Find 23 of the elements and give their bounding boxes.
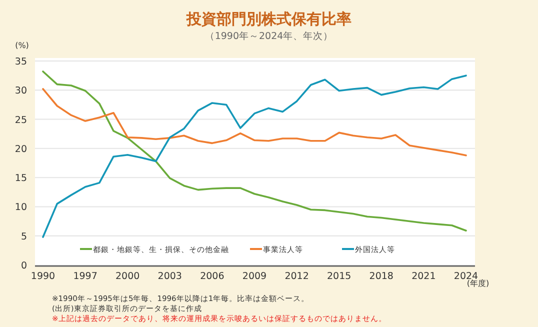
x-tick-label: 2021 — [412, 271, 436, 282]
x-tick-label: 2009 — [242, 271, 267, 282]
y-tick-label: 30 — [14, 86, 27, 97]
y-tick-label: 20 — [14, 144, 27, 155]
x-tick-label: 2012 — [284, 271, 309, 282]
y-tick-label: 15 — [14, 173, 27, 184]
chart-subtitle: （1990年～2024年、年次） — [204, 30, 334, 42]
chart-title: 投資部門別株式保有比率 — [186, 10, 352, 28]
y-tick-label: 35 — [14, 56, 27, 68]
y-tick-label: 0 — [20, 260, 27, 272]
y-axis-title: (%) — [15, 41, 29, 50]
y-tick-label: 10 — [14, 202, 27, 214]
x-tick-label: 2006 — [200, 271, 224, 282]
x-tick-label: 2003 — [158, 271, 182, 282]
line-series — [42, 88, 467, 156]
x-tick-label: 1990 — [30, 271, 56, 282]
x-tick-label: 2000 — [116, 271, 140, 282]
y-tick-label: 25 — [14, 114, 27, 126]
y-tick-label: 5 — [20, 231, 27, 242]
x-tick-label: 1997 — [73, 271, 98, 282]
x-tick-label: 2015 — [327, 271, 352, 282]
x-axis-title: (年度) — [466, 279, 490, 288]
x-tick-label: 2018 — [369, 271, 394, 282]
